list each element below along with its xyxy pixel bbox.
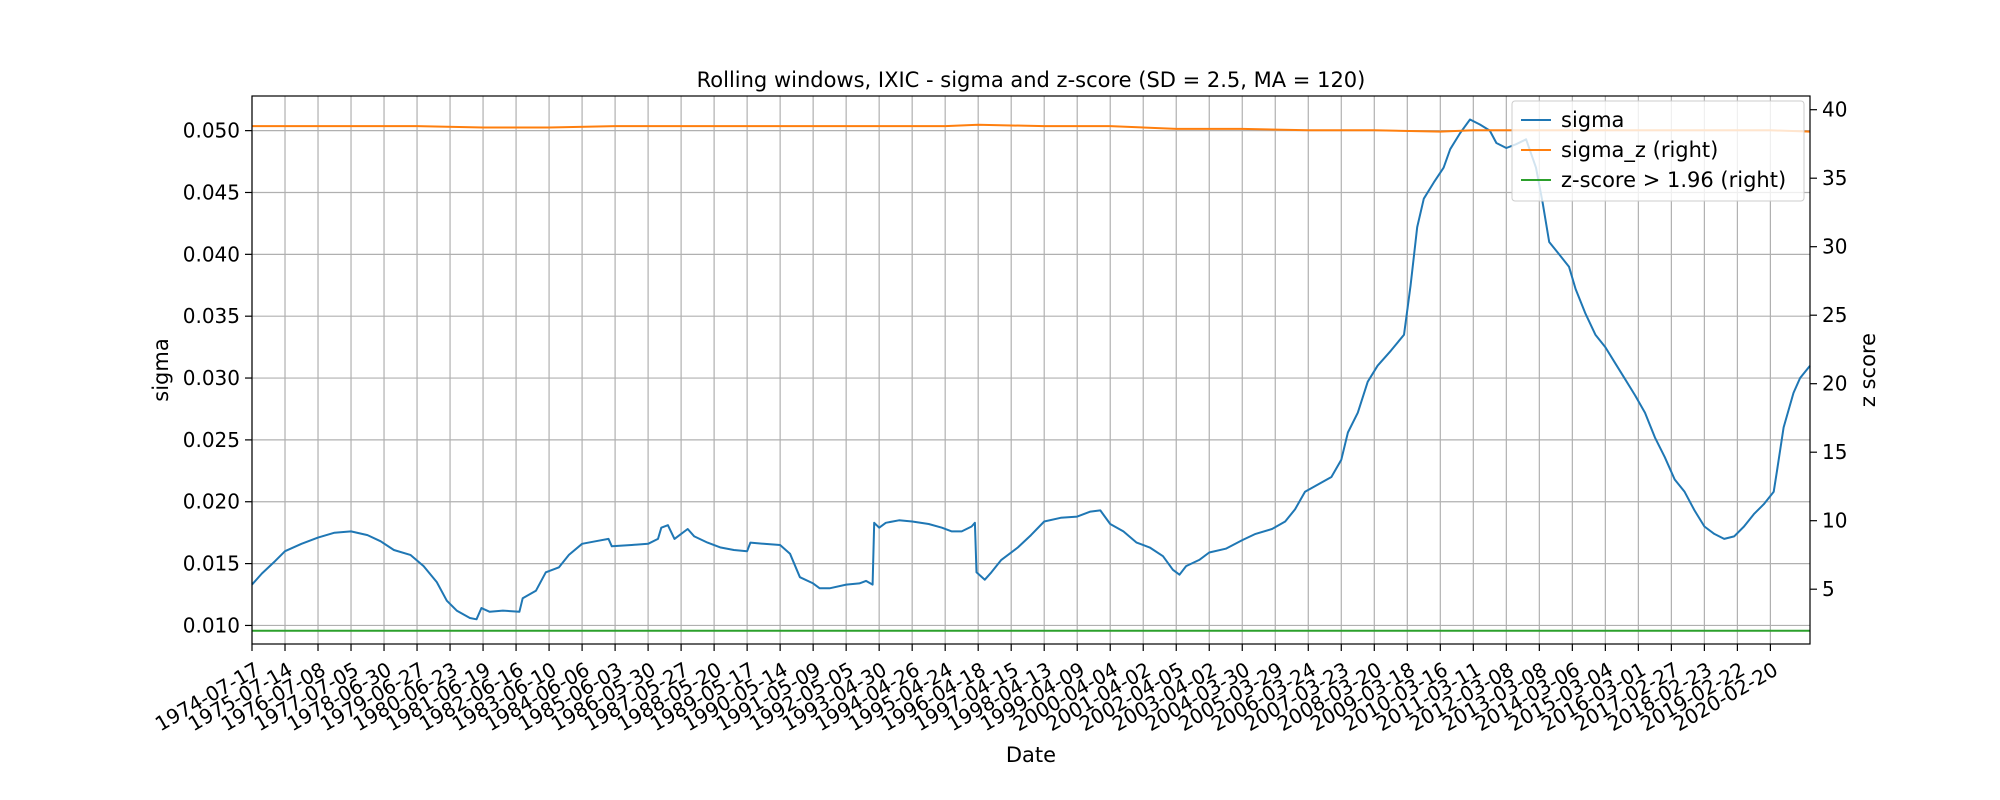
legend-label-sigma-z: sigma_z (right) [1561, 138, 1718, 163]
y2-tick-label: 35 [1822, 166, 1847, 190]
y-tick-label: 0.025 [183, 428, 240, 452]
y2-tick-label: 40 [1822, 98, 1847, 122]
y2-tick-label: 10 [1822, 509, 1847, 533]
plot-frame [251, 95, 1811, 645]
legend: sigma sigma_z (right) z-score > 1.96 (ri… [1511, 100, 1805, 202]
right-axis: 5 10 15 20 25 30 35 40 [1810, 98, 1847, 601]
chart-title: Rolling windows, IXIC - sigma and z-scor… [697, 68, 1366, 92]
legend-label-zscore: z-score > 1.96 (right) [1561, 168, 1786, 192]
y2-tick-label: 30 [1822, 235, 1847, 259]
y2-tick-label: 5 [1822, 577, 1835, 601]
y2-tick-label: 15 [1822, 440, 1847, 464]
y-tick-label: 0.020 [183, 490, 240, 514]
legend-box [1511, 100, 1805, 202]
y2-tick-label: 20 [1822, 372, 1847, 396]
y-tick-label: 0.015 [183, 552, 240, 576]
y-tick-label: 0.050 [183, 119, 240, 143]
y-tick-label: 0.030 [183, 366, 240, 390]
y2-axis-label: z score [1856, 333, 1880, 407]
y-tick-label: 0.035 [183, 304, 240, 328]
x-axis-label: Date [1006, 743, 1056, 767]
y2-tick-label: 25 [1822, 303, 1847, 327]
legend-label-sigma: sigma [1561, 108, 1624, 132]
grid-lines [251, 96, 1810, 644]
y-tick-label: 0.040 [183, 242, 240, 266]
y-axis-label: sigma [149, 338, 173, 401]
y-tick-label: 0.010 [183, 613, 240, 637]
series-line-sigma [251, 118, 1811, 621]
left-axis: 0.010 0.015 0.020 0.025 0.030 0.035 0.040 0.045… [183, 119, 252, 637]
x-axis: 1974-07-171975-07-141976-07-081977-07-05… [151, 644, 1782, 736]
y-tick-label: 0.045 [183, 180, 240, 204]
